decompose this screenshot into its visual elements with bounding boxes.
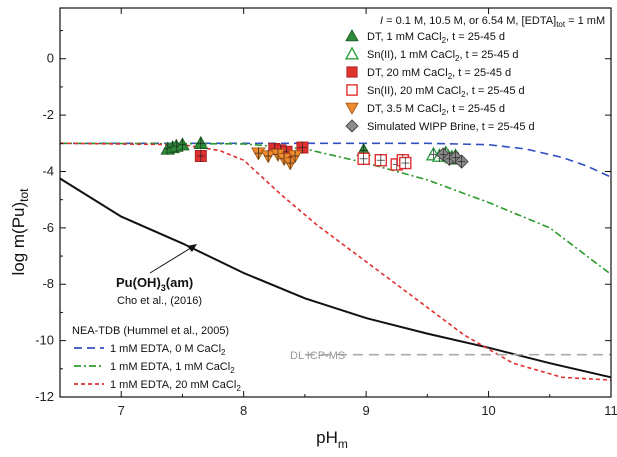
legend-label-2: DT, 20 mM CaCl2, t = 25-45 d (367, 67, 511, 81)
nea-tdb-title: NEA-TDB (Hummel et al., 2005) (72, 325, 229, 337)
point-series0-3 (175, 137, 190, 151)
point-series3-1 (374, 153, 388, 167)
legend-label-0: DT, 1 mM CaCl2, t = 25-45 d (367, 31, 505, 45)
x-tick-label: 11 (604, 403, 617, 418)
x-axis-title: pHm (316, 428, 348, 451)
dl-icp-ms-label: DL ICP-MS (290, 350, 345, 362)
y-tick-label: -4 (42, 163, 54, 178)
curve-3 (59, 142, 612, 381)
legend-marker-3 (346, 84, 358, 96)
point-series5-3 (454, 154, 469, 169)
conditions-text: I = 0.1 M, 10.5 M, or 6.54 M, [EDTA]tot … (380, 15, 605, 29)
x-tick-label: 9 (362, 403, 369, 418)
y-tick-label: -6 (42, 220, 54, 235)
y-tick-label: -12 (35, 389, 54, 404)
point-series2-4 (296, 141, 309, 154)
legend-marker-5 (345, 119, 359, 133)
curve-2 (59, 142, 612, 276)
pu-oh3-reference: Cho et al., (2016) (117, 295, 202, 307)
point-series4-5 (287, 149, 303, 164)
curve-1 (60, 142, 612, 178)
y-tick-label: -8 (42, 276, 54, 291)
pu-oh3-arrow-line (149, 245, 195, 274)
x-tick-label: 8 (240, 403, 247, 418)
plot-frame (59, 7, 612, 398)
data-points (160, 135, 469, 171)
y-tick-label: -10 (35, 333, 54, 348)
legend-label-4: DT, 3.5 M CaCl2, t = 25-45 d (367, 103, 505, 117)
legend-label-3: Sn(II), 20 mM CaCl2, t = 25-45 d (367, 85, 525, 99)
y-tick-label: -2 (42, 107, 54, 122)
point-series4-1 (260, 149, 276, 164)
curve-legend-label-2: 1 mM EDTA, 20 mM CaCl2 (110, 379, 241, 393)
axes: 7 8 9 10 11 0 -2 -4 -6 -8 -10 -12 (35, 7, 617, 418)
curve-legend-label-0: 1 mM EDTA, 0 M CaCl2 (110, 343, 226, 357)
point-series3-4 (399, 156, 412, 170)
legend-marker-4 (345, 102, 359, 115)
curve-legend-label-1: 1 mM EDTA, 1 mM CaCl2 (110, 361, 235, 375)
legend-marker-0 (345, 29, 359, 42)
legend-label-5: Simulated WIPP Brine, t = 25-45 d (367, 121, 535, 133)
pu-oh3-arrow-head (187, 244, 197, 252)
x-tick-label: 10 (481, 403, 495, 418)
x-tick-label: 7 (118, 403, 125, 418)
y-axis-title: log m(Pu)tot (9, 188, 31, 276)
model-curves (59, 142, 612, 381)
point-series4-4 (282, 157, 298, 171)
legend-label-1: Sn(II), 1 mM CaCl2, t = 25-45 d (367, 49, 518, 63)
point-series2-0 (194, 149, 207, 162)
legend-marker-2 (346, 66, 358, 78)
point-series0-4 (193, 135, 209, 150)
legend-marker-1 (344, 46, 360, 60)
legend: DT, 1 mM CaCl2, t = 25-45 d Sn(II), 1 mM … (74, 29, 535, 393)
y-tick-label: 0 (47, 51, 54, 66)
point-series3-0 (357, 152, 370, 166)
pu-oh3-label: Pu(OH)3(am) (116, 275, 193, 293)
